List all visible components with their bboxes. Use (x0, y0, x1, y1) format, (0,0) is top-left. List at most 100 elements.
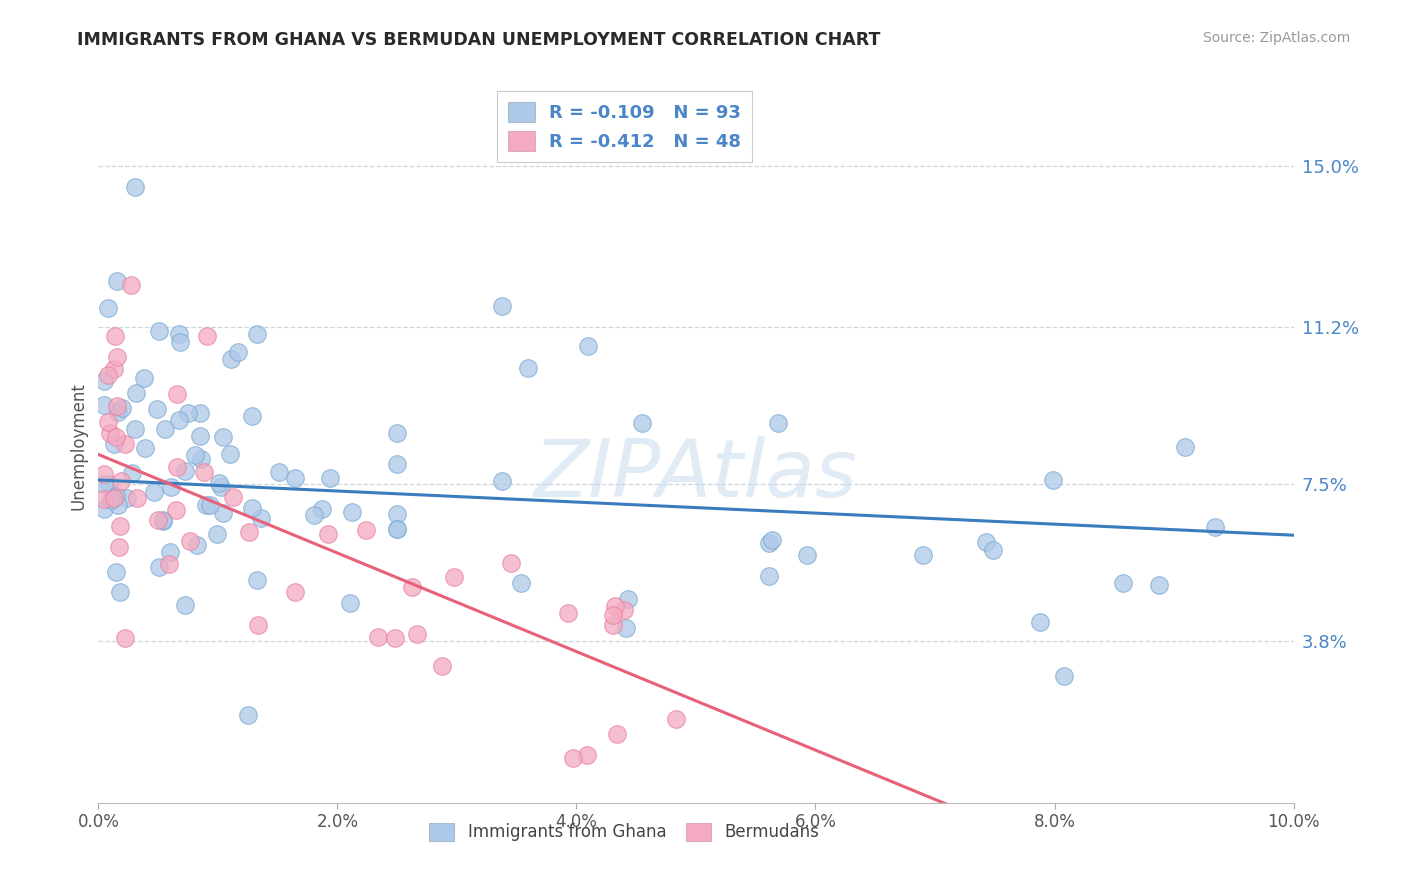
Point (114, 437, 136, 451)
Point (766, 416, 789, 430)
Point (246, 574, 269, 588)
Point (120, 277, 142, 292)
Point (121, 466, 143, 480)
Point (981, 542, 1004, 557)
Point (205, 527, 228, 541)
Point (758, 569, 780, 583)
Point (183, 448, 205, 462)
Point (93, 398, 115, 412)
Point (385, 522, 409, 536)
Point (340, 505, 363, 519)
Point (93, 476, 115, 491)
Point (219, 352, 242, 367)
Point (174, 465, 197, 479)
Point (1147, 578, 1170, 592)
Point (631, 416, 654, 430)
Point (105, 430, 128, 444)
Point (110, 475, 132, 489)
Point (167, 413, 190, 427)
Point (1204, 519, 1226, 533)
Point (228, 344, 250, 359)
Point (165, 503, 187, 517)
Point (142, 484, 165, 499)
Point (166, 460, 188, 475)
Point (212, 430, 235, 444)
Point (104, 489, 127, 503)
Point (250, 511, 273, 525)
Point (1053, 669, 1076, 683)
Point (354, 523, 377, 537)
Point (366, 630, 388, 644)
Point (115, 491, 138, 506)
Legend: Immigrants from Ghana, Bermudans: Immigrants from Ghana, Bermudans (423, 816, 825, 848)
Point (602, 617, 624, 632)
Point (148, 324, 170, 338)
Point (761, 533, 783, 548)
Point (236, 707, 259, 722)
Point (401, 580, 423, 594)
Point (575, 747, 598, 762)
Point (613, 602, 636, 616)
Point (284, 585, 307, 599)
Point (166, 386, 188, 401)
Point (198, 499, 221, 513)
Point (385, 522, 409, 536)
Point (105, 274, 128, 288)
Point (110, 585, 132, 599)
Text: IMMIGRANTS FROM GHANA VS BERMUDAN UNEMPLOYMENT CORRELATION CHART: IMMIGRANTS FROM GHANA VS BERMUDAN UNEMPL… (77, 31, 880, 49)
Point (247, 617, 270, 632)
Point (339, 596, 361, 610)
Point (100, 492, 122, 507)
Point (160, 480, 183, 494)
Point (665, 712, 688, 726)
Point (148, 560, 170, 574)
Point (316, 526, 339, 541)
Point (188, 406, 211, 420)
Point (186, 538, 208, 552)
Point (319, 471, 342, 485)
Point (108, 540, 131, 554)
Point (174, 598, 197, 612)
Point (105, 350, 128, 364)
Point (153, 422, 176, 436)
Point (177, 406, 200, 420)
Point (188, 428, 211, 442)
Point (103, 491, 125, 506)
Point (240, 501, 263, 516)
Point (1029, 615, 1052, 629)
Point (509, 576, 531, 591)
Point (190, 451, 212, 466)
Point (491, 299, 513, 313)
Point (501, 556, 523, 570)
Point (124, 180, 146, 194)
Point (603, 599, 626, 613)
Point (1042, 473, 1064, 487)
Point (125, 491, 148, 505)
Point (195, 329, 218, 343)
Point (169, 334, 191, 349)
Point (152, 515, 174, 529)
Point (267, 465, 290, 479)
Point (97, 301, 120, 315)
Point (912, 548, 935, 562)
Point (284, 471, 307, 485)
Point (222, 490, 245, 504)
Point (103, 362, 125, 376)
Point (152, 513, 174, 527)
Point (974, 535, 997, 549)
Point (167, 326, 190, 341)
Point (103, 328, 125, 343)
Point (796, 548, 818, 562)
Point (132, 371, 155, 385)
Point (758, 536, 780, 550)
Point (93, 501, 115, 516)
Point (384, 632, 406, 646)
Point (93, 374, 115, 388)
Point (114, 632, 136, 646)
Point (107, 498, 129, 512)
Point (93, 467, 115, 482)
Point (606, 726, 628, 740)
Point (406, 627, 429, 641)
Point (98, 425, 121, 440)
Point (103, 437, 125, 451)
